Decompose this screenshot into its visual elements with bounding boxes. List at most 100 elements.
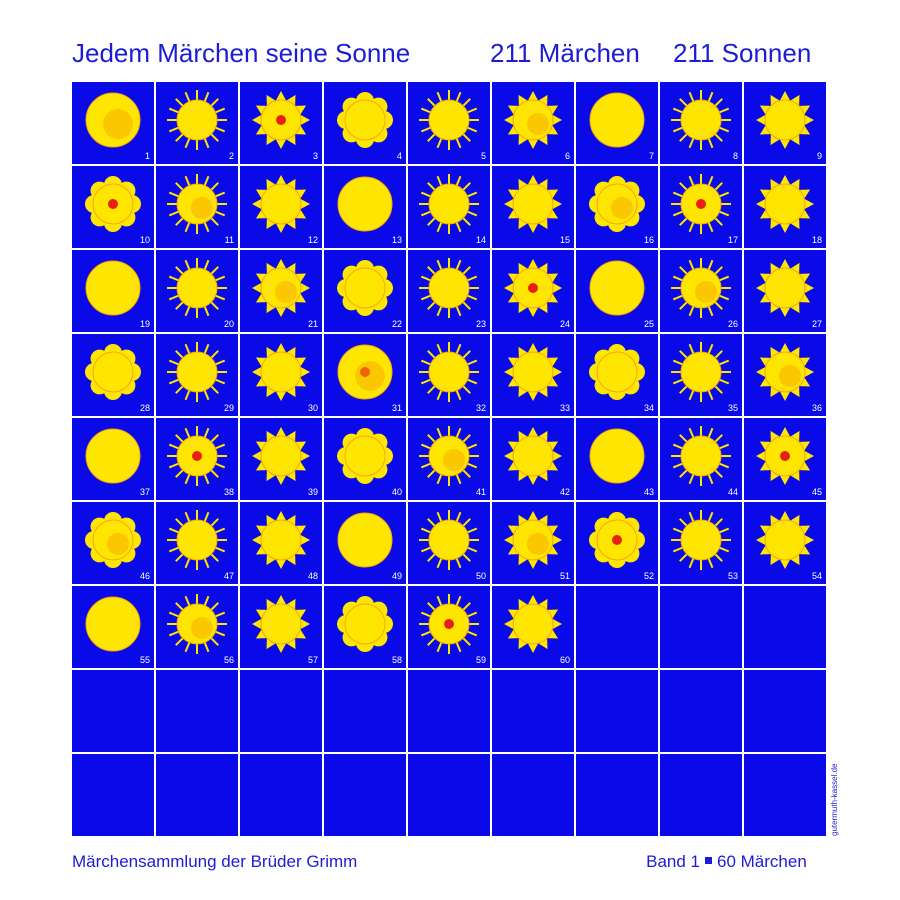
tile: 55 bbox=[72, 586, 154, 668]
sun-shade bbox=[103, 109, 133, 139]
tile-number: 42 bbox=[560, 487, 570, 497]
sun-disc bbox=[176, 267, 218, 309]
tile-number: 55 bbox=[140, 655, 150, 665]
sun-disc bbox=[589, 260, 645, 316]
tile: 31 bbox=[324, 334, 406, 416]
tile-number: 53 bbox=[728, 571, 738, 581]
tile: 13 bbox=[324, 166, 406, 248]
tile: 29 bbox=[156, 334, 238, 416]
tile-number: 15 bbox=[560, 235, 570, 245]
tile: 11 bbox=[156, 166, 238, 248]
tile-number: 34 bbox=[644, 403, 654, 413]
tile: 16 bbox=[576, 166, 658, 248]
tile-bg bbox=[324, 670, 406, 752]
tile-number: 27 bbox=[812, 319, 822, 329]
sun-disc bbox=[85, 596, 141, 652]
tile bbox=[156, 754, 238, 836]
tile-bg bbox=[744, 586, 826, 668]
sun-disc bbox=[337, 176, 393, 232]
tile: 52 bbox=[576, 502, 658, 584]
tile: 15 bbox=[492, 166, 574, 248]
sun-disc bbox=[680, 519, 722, 561]
tile-number: 26 bbox=[728, 319, 738, 329]
sun-disc bbox=[260, 435, 302, 477]
tile-bg bbox=[240, 670, 322, 752]
sun-disc bbox=[344, 267, 386, 309]
sun-disc bbox=[344, 435, 386, 477]
tile-number: 10 bbox=[140, 235, 150, 245]
tile: 48 bbox=[240, 502, 322, 584]
sun-shade bbox=[779, 365, 801, 387]
tile-bg bbox=[408, 754, 490, 836]
tile bbox=[660, 754, 742, 836]
tile: 40 bbox=[324, 418, 406, 500]
tile-number: 33 bbox=[560, 403, 570, 413]
tile-bg bbox=[660, 586, 742, 668]
tile-bg bbox=[72, 754, 154, 836]
tile bbox=[408, 670, 490, 752]
sun-disc bbox=[344, 99, 386, 141]
sun-disc bbox=[260, 603, 302, 645]
tile: 2 bbox=[156, 82, 238, 164]
tile-number: 9 bbox=[817, 151, 822, 161]
tile: 44 bbox=[660, 418, 742, 500]
tile: 5 bbox=[408, 82, 490, 164]
tile: 26 bbox=[660, 250, 742, 332]
tile bbox=[744, 754, 826, 836]
tile bbox=[72, 670, 154, 752]
tile-bg bbox=[72, 670, 154, 752]
tile-number: 30 bbox=[308, 403, 318, 413]
sun-disc bbox=[680, 435, 722, 477]
tile: 30 bbox=[240, 334, 322, 416]
tile-bg bbox=[744, 754, 826, 836]
sun-disc bbox=[596, 351, 638, 393]
sun-shade bbox=[355, 361, 385, 391]
sun-disc bbox=[428, 183, 470, 225]
tile bbox=[492, 670, 574, 752]
sun-core bbox=[444, 619, 454, 629]
tile-number: 60 bbox=[560, 655, 570, 665]
tile: 38 bbox=[156, 418, 238, 500]
separator bbox=[705, 857, 712, 864]
tile: 27 bbox=[744, 250, 826, 332]
tile: 39 bbox=[240, 418, 322, 500]
tile-number: 49 bbox=[392, 571, 402, 581]
tile bbox=[156, 670, 238, 752]
tile: 50 bbox=[408, 502, 490, 584]
sun-shade bbox=[107, 533, 129, 555]
tile-number: 14 bbox=[476, 235, 486, 245]
tile-number: 57 bbox=[308, 655, 318, 665]
tile-number: 18 bbox=[812, 235, 822, 245]
tale-count-footer: 60 Märchen bbox=[717, 852, 807, 871]
tile-number: 3 bbox=[313, 151, 318, 161]
tile: 37 bbox=[72, 418, 154, 500]
sun-shade bbox=[275, 281, 297, 303]
tile: 25 bbox=[576, 250, 658, 332]
tile: 8 bbox=[660, 82, 742, 164]
tile: 36 bbox=[744, 334, 826, 416]
sun-core bbox=[696, 199, 706, 209]
tile-bg bbox=[408, 670, 490, 752]
sun-disc bbox=[428, 267, 470, 309]
tile: 56 bbox=[156, 586, 238, 668]
tile-number: 23 bbox=[476, 319, 486, 329]
tile-number: 22 bbox=[392, 319, 402, 329]
tile-number: 1 bbox=[145, 151, 150, 161]
tile: 45 bbox=[744, 418, 826, 500]
tile: 24 bbox=[492, 250, 574, 332]
tile bbox=[660, 670, 742, 752]
sun-disc bbox=[589, 428, 645, 484]
sun-disc bbox=[589, 92, 645, 148]
tile-number: 25 bbox=[644, 319, 654, 329]
sun-core bbox=[276, 115, 286, 125]
sun-disc bbox=[85, 428, 141, 484]
tile-number: 6 bbox=[565, 151, 570, 161]
tile-number: 39 bbox=[308, 487, 318, 497]
tile-bg bbox=[576, 586, 658, 668]
sun-count: 211 Sonnen bbox=[673, 38, 811, 68]
sun-disc bbox=[680, 99, 722, 141]
tile-number: 50 bbox=[476, 571, 486, 581]
tile bbox=[492, 754, 574, 836]
